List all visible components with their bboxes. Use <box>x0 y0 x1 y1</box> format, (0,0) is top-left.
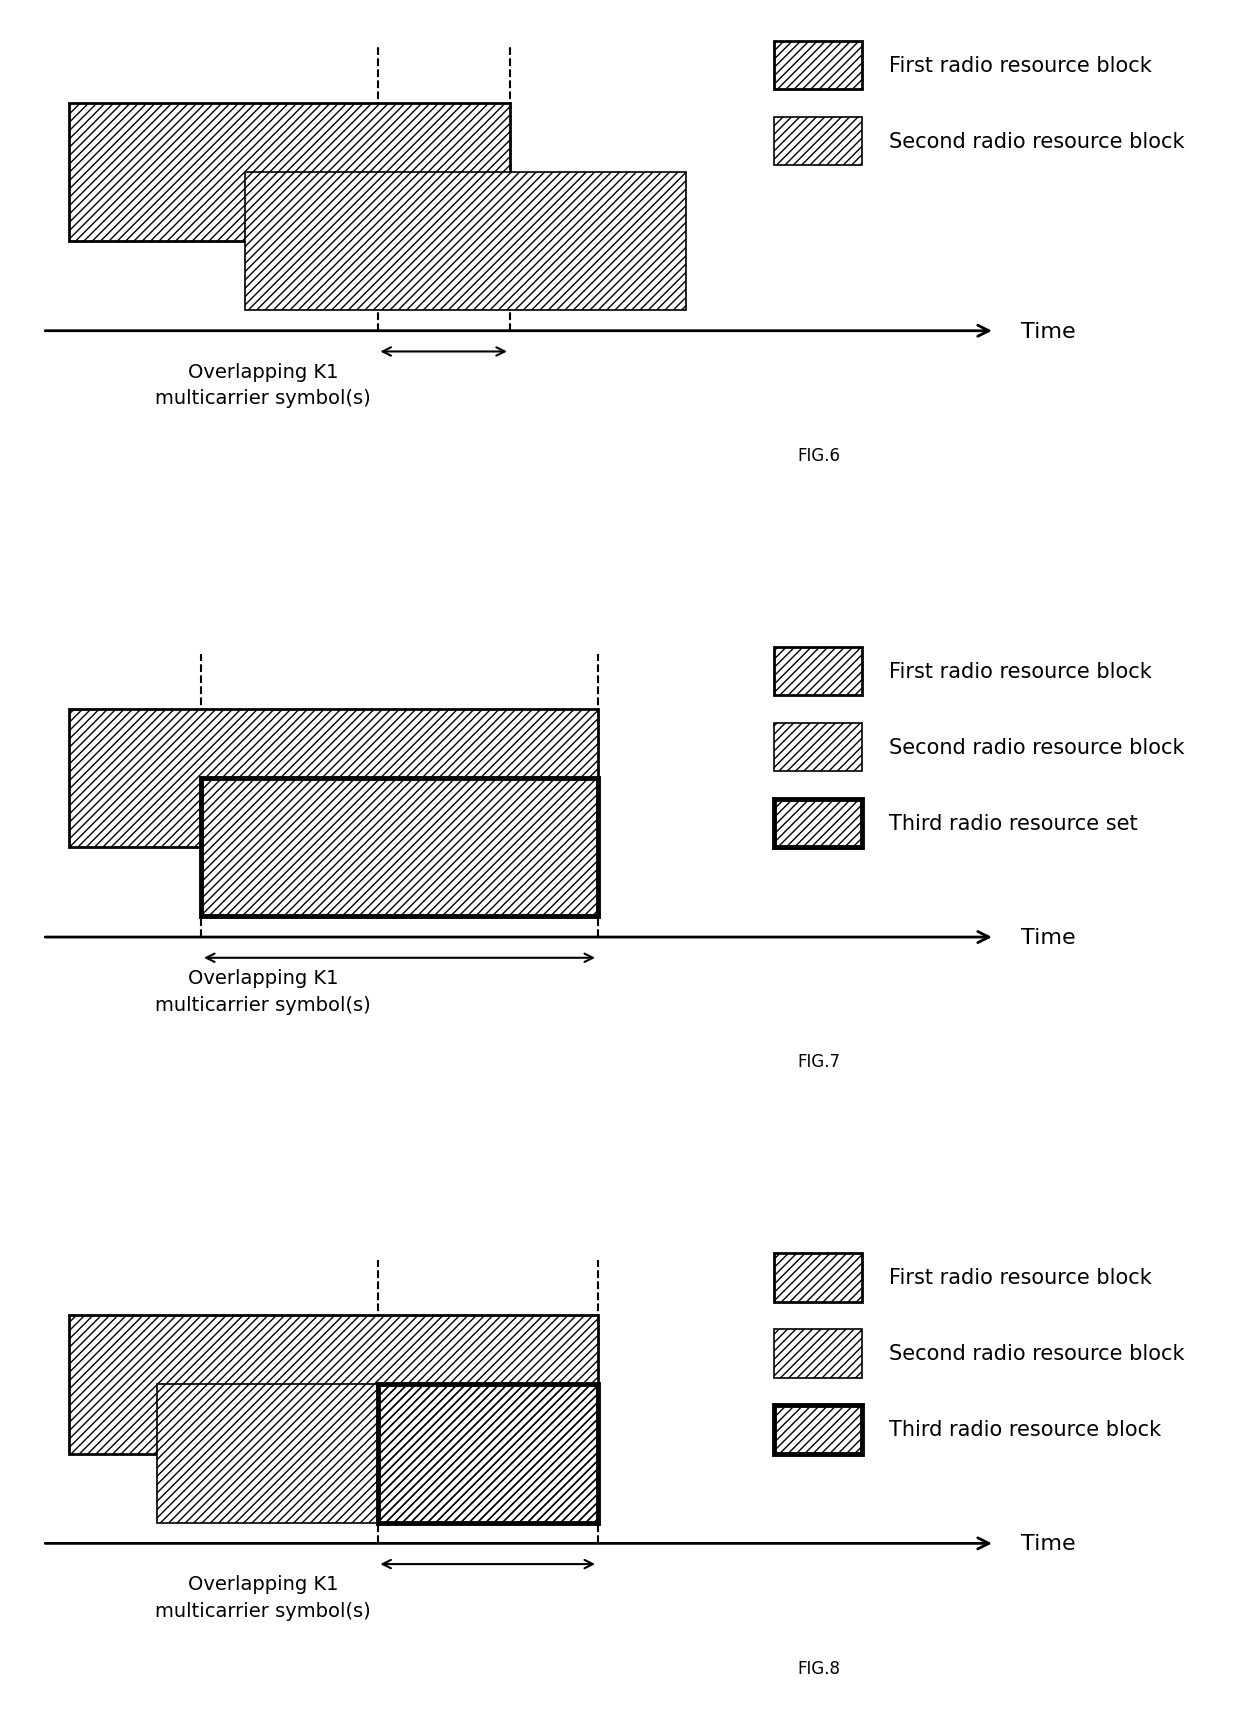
Text: FIG.6: FIG.6 <box>797 446 839 465</box>
Text: Overlapping K1
multicarrier symbol(s): Overlapping K1 multicarrier symbol(s) <box>155 363 371 408</box>
Text: Second radio resource block: Second radio resource block <box>889 131 1184 152</box>
Text: Third radio resource set: Third radio resource set <box>889 813 1137 834</box>
Bar <box>774 1329 863 1377</box>
Bar <box>246 173 686 311</box>
Text: Time: Time <box>1022 927 1076 948</box>
Text: Overlapping K1
multicarrier symbol(s): Overlapping K1 multicarrier symbol(s) <box>155 1574 371 1619</box>
Text: First radio resource block: First radio resource block <box>889 661 1152 682</box>
Text: Third radio resource block: Third radio resource block <box>889 1420 1161 1439</box>
Text: FIG.8: FIG.8 <box>797 1659 839 1676</box>
Bar <box>774 647 863 695</box>
Text: Second radio resource block: Second radio resource block <box>889 737 1184 758</box>
Bar <box>69 1315 598 1453</box>
Text: FIG.7: FIG.7 <box>797 1054 839 1071</box>
Text: First radio resource block: First radio resource block <box>889 1268 1152 1287</box>
Bar <box>201 778 598 917</box>
Bar <box>377 1384 598 1522</box>
Bar <box>774 799 863 848</box>
Bar <box>69 709 598 848</box>
Text: Time: Time <box>1022 322 1076 341</box>
Bar <box>157 1384 598 1522</box>
Bar <box>774 723 863 772</box>
Bar <box>774 118 863 166</box>
Bar <box>201 778 598 917</box>
Bar <box>69 104 510 242</box>
Text: Second radio resource block: Second radio resource block <box>889 1344 1184 1363</box>
Bar <box>774 1405 863 1453</box>
Text: Time: Time <box>1022 1533 1076 1554</box>
Bar <box>774 42 863 90</box>
Bar <box>774 1254 863 1301</box>
Text: Overlapping K1
multicarrier symbol(s): Overlapping K1 multicarrier symbol(s) <box>155 969 371 1014</box>
Text: First radio resource block: First radio resource block <box>889 55 1152 76</box>
